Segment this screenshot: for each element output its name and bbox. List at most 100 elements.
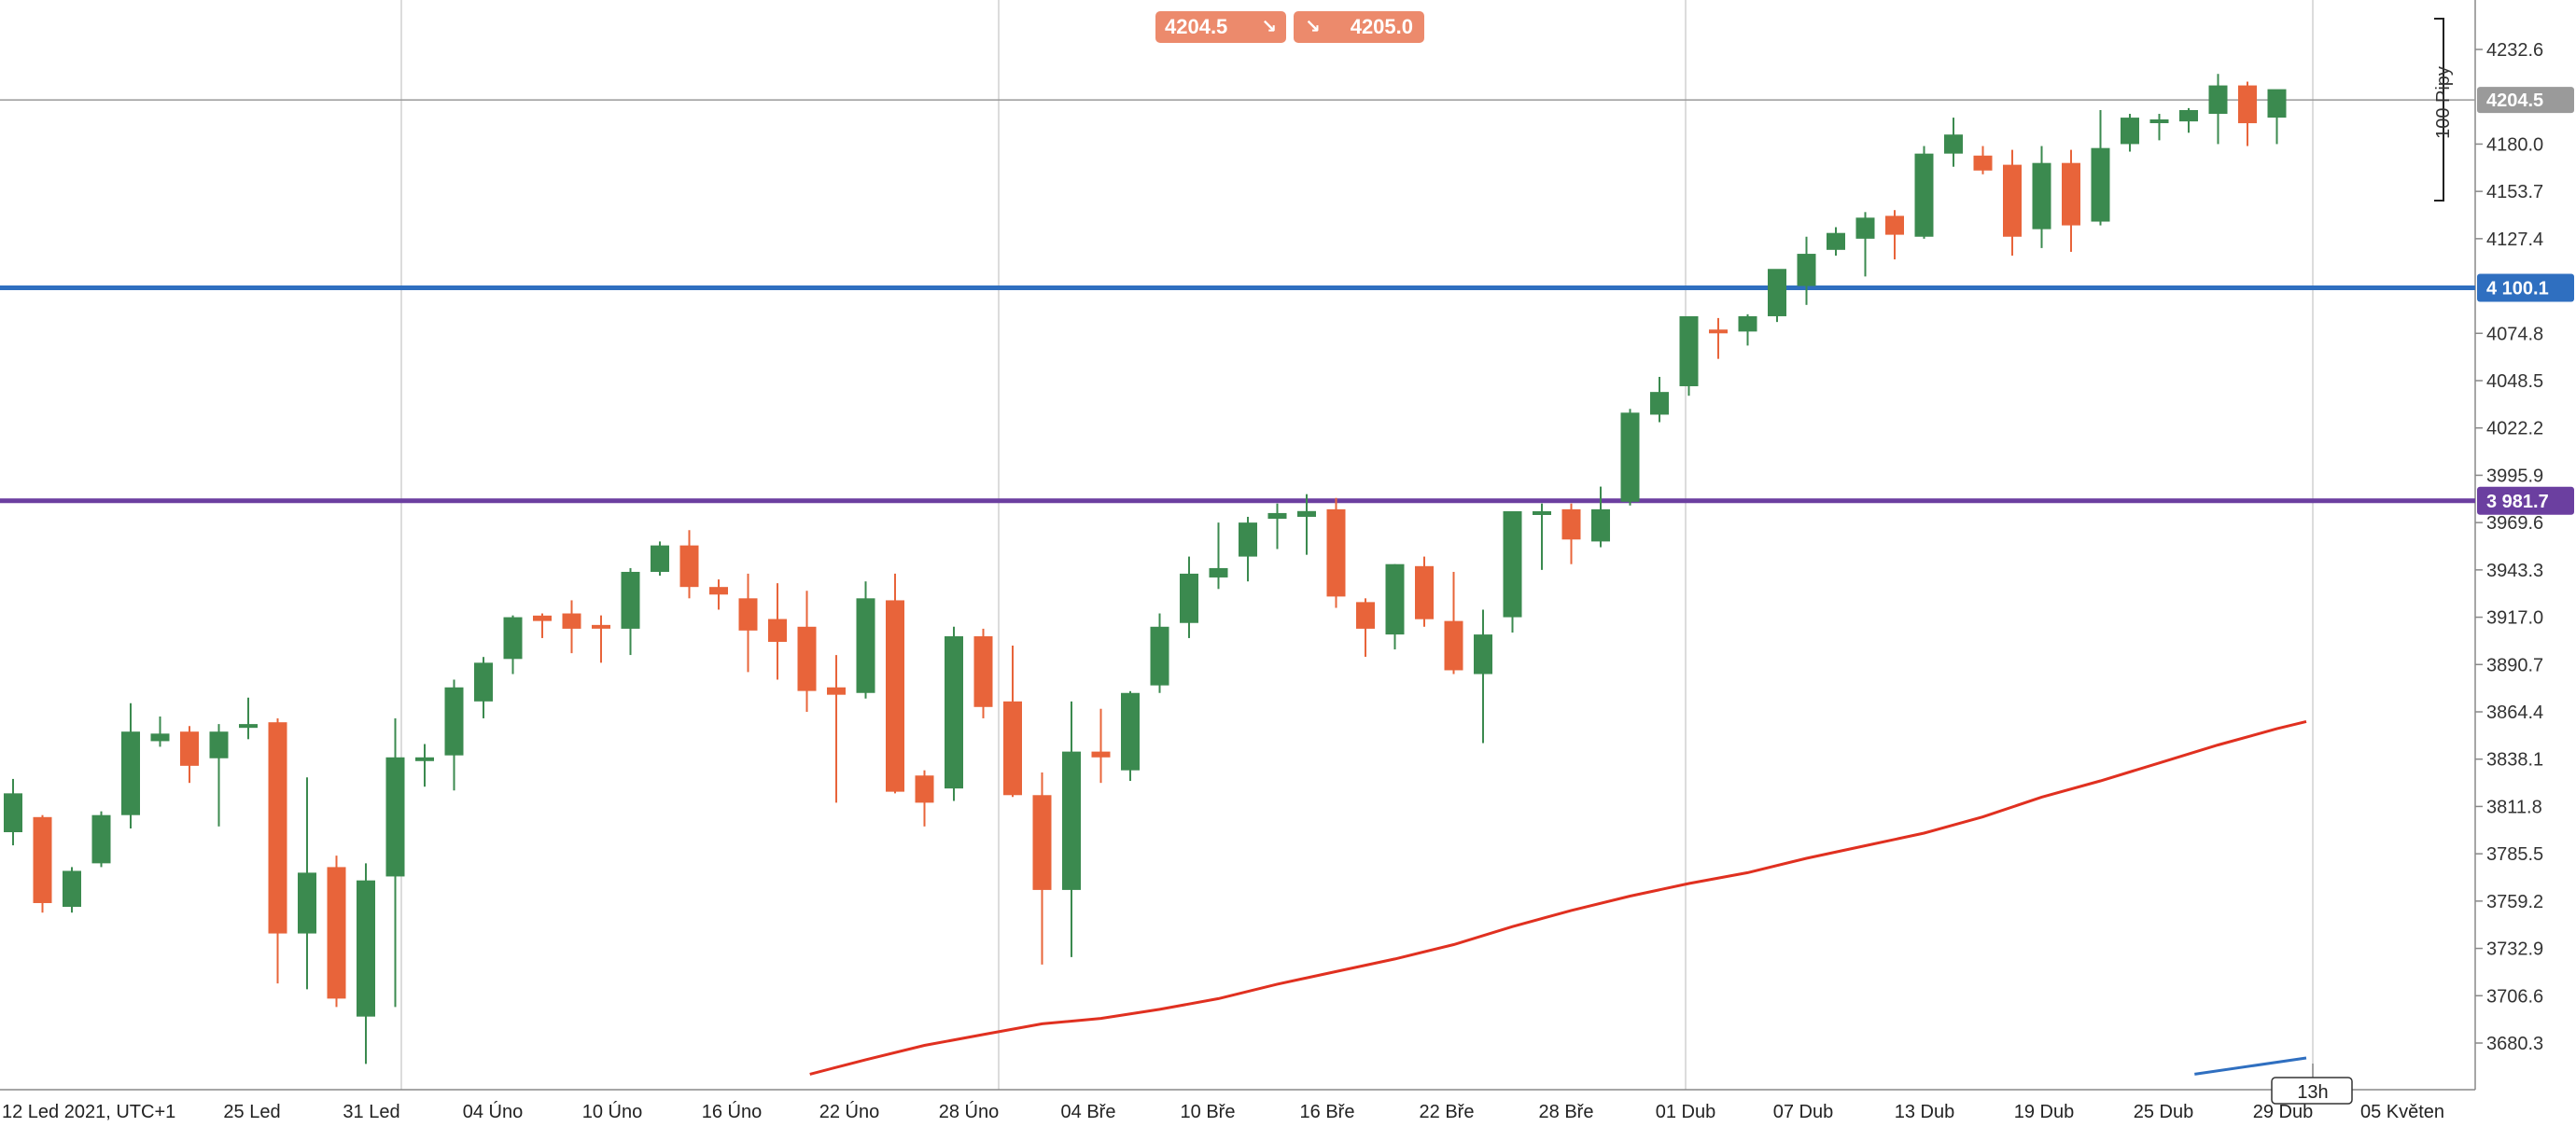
- bullish-candle[interactable]: [298, 872, 316, 934]
- bearish-candle[interactable]: [562, 613, 581, 629]
- bullish-candle[interactable]: [1209, 567, 1228, 577]
- bearish-candle[interactable]: [1091, 751, 1111, 758]
- bullish-candle[interactable]: [2179, 109, 2198, 122]
- bullish-candle[interactable]: [2267, 89, 2287, 118]
- bullish-candle[interactable]: [1062, 751, 1081, 890]
- bearish-candle[interactable]: [533, 615, 552, 621]
- timeframe-badge[interactable]: [2271, 1077, 2353, 1105]
- bullish-candle[interactable]: [1239, 522, 1257, 557]
- bullish-candle[interactable]: [503, 617, 523, 660]
- bearish-candle[interactable]: [1326, 508, 1346, 597]
- bullish-candle[interactable]: [2032, 162, 2051, 230]
- bearish-candle[interactable]: [33, 816, 52, 903]
- price-tick-label: 4048.5: [2486, 371, 2543, 392]
- pip-ruler[interactable]: [2434, 18, 2444, 202]
- bullish-candle[interactable]: [1620, 412, 1640, 502]
- bullish-candle[interactable]: [1591, 508, 1610, 542]
- level-price-tag-label: 3 981.7: [2486, 492, 2549, 512]
- bullish-candle[interactable]: [1679, 315, 1699, 386]
- bullish-candle[interactable]: [1121, 692, 1140, 771]
- time-tick-label: 25 Dub: [2134, 1102, 2194, 1122]
- bullish-candle[interactable]: [63, 870, 81, 908]
- bullish-candle[interactable]: [357, 880, 375, 1017]
- bearish-candle[interactable]: [679, 545, 699, 588]
- bearish-candle[interactable]: [886, 600, 904, 792]
- bearish-candle[interactable]: [827, 687, 846, 695]
- bullish-candle[interactable]: [1297, 510, 1316, 517]
- bearish-candle[interactable]: [915, 775, 934, 803]
- bearish-candle[interactable]: [2238, 85, 2257, 124]
- bullish-candle[interactable]: [1267, 512, 1287, 520]
- price-tick-label: 3732.9: [2486, 939, 2543, 960]
- bullish-candle[interactable]: [121, 731, 140, 815]
- bearish-candle[interactable]: [180, 731, 199, 766]
- bearish-candle[interactable]: [1356, 602, 1375, 629]
- bearish-candle[interactable]: [738, 598, 758, 631]
- bullish-candle[interactable]: [1150, 626, 1169, 686]
- bearish-candle[interactable]: [768, 619, 787, 642]
- bullish-candle[interactable]: [2208, 85, 2228, 115]
- bearish-candle[interactable]: [1003, 701, 1022, 796]
- price-tick-label: 3706.6: [2486, 986, 2543, 1007]
- bullish-candle[interactable]: [150, 733, 170, 742]
- bearish-candle[interactable]: [327, 867, 346, 999]
- bullish-candle[interactable]: [4, 793, 22, 833]
- bearish-candle[interactable]: [1885, 216, 1904, 235]
- bullish-candle[interactable]: [651, 545, 669, 572]
- bearish-candle[interactable]: [1444, 620, 1463, 671]
- bearish-candle[interactable]: [797, 626, 817, 691]
- bullish-candle[interactable]: [415, 757, 434, 761]
- bearish-candle[interactable]: [2062, 162, 2080, 226]
- time-tick-label: 25 Led: [223, 1102, 280, 1122]
- bearish-candle[interactable]: [268, 722, 287, 934]
- bearish-candle[interactable]: [709, 587, 728, 595]
- bullish-candle[interactable]: [621, 571, 640, 629]
- bullish-candle[interactable]: [1855, 217, 1875, 239]
- bullish-candle[interactable]: [2121, 118, 2139, 145]
- bullish-candle[interactable]: [1474, 634, 1492, 675]
- sell-price-button[interactable]: 4204.5 ↘: [1155, 11, 1286, 43]
- bullish-candle[interactable]: [239, 724, 258, 729]
- bearish-candle[interactable]: [1709, 329, 1728, 334]
- bearish-candle[interactable]: [973, 636, 993, 707]
- bullish-candle[interactable]: [945, 636, 963, 789]
- bullish-candle[interactable]: [1797, 254, 1816, 286]
- bullish-candle[interactable]: [1385, 564, 1405, 635]
- bullish-candle[interactable]: [1533, 510, 1551, 515]
- price-tick-label: 4127.4: [2486, 230, 2543, 250]
- bearish-candle[interactable]: [1973, 155, 1993, 171]
- down-arrow-icon: ↘: [1305, 17, 1321, 37]
- bullish-candle[interactable]: [856, 598, 875, 693]
- bearish-candle[interactable]: [1032, 795, 1052, 890]
- bullish-candle[interactable]: [1768, 269, 1786, 316]
- bullish-candle[interactable]: [1914, 153, 1934, 237]
- bullish-candle[interactable]: [1503, 510, 1522, 618]
- bearish-candle[interactable]: [2003, 164, 2022, 237]
- bullish-candle[interactable]: [1827, 232, 1845, 250]
- time-tick-label: 07 Dub: [1773, 1102, 1834, 1122]
- bullish-candle[interactable]: [1944, 134, 1963, 154]
- time-tick-label: 04 Bře: [1061, 1102, 1116, 1122]
- buy-price-button[interactable]: ↘ 4205.0: [1294, 11, 1424, 43]
- time-tick-label: 10 Úno: [582, 1101, 643, 1122]
- bullish-candle[interactable]: [385, 757, 405, 877]
- bullish-candle[interactable]: [2091, 147, 2110, 222]
- current-price-tag: [2477, 87, 2574, 114]
- bullish-candle[interactable]: [1738, 315, 1757, 332]
- bearish-candle[interactable]: [1561, 508, 1581, 540]
- time-tick-label: 01 Dub: [1656, 1102, 1716, 1122]
- level-price-tag: [2477, 486, 2574, 515]
- bearish-candle[interactable]: [1415, 565, 1434, 619]
- time-tick-label: 05 Květen: [2360, 1102, 2444, 1122]
- bullish-candle[interactable]: [474, 662, 493, 702]
- bullish-candle[interactable]: [444, 687, 464, 756]
- bullish-candle[interactable]: [2149, 119, 2169, 124]
- price-tick-label: 4232.6: [2486, 40, 2543, 61]
- price-tick-label: 3838.1: [2486, 750, 2543, 771]
- bearish-candle[interactable]: [592, 624, 610, 629]
- bullish-candle[interactable]: [91, 814, 111, 864]
- bullish-candle[interactable]: [1650, 392, 1669, 415]
- bullish-candle[interactable]: [209, 731, 229, 758]
- bullish-candle[interactable]: [1180, 573, 1198, 623]
